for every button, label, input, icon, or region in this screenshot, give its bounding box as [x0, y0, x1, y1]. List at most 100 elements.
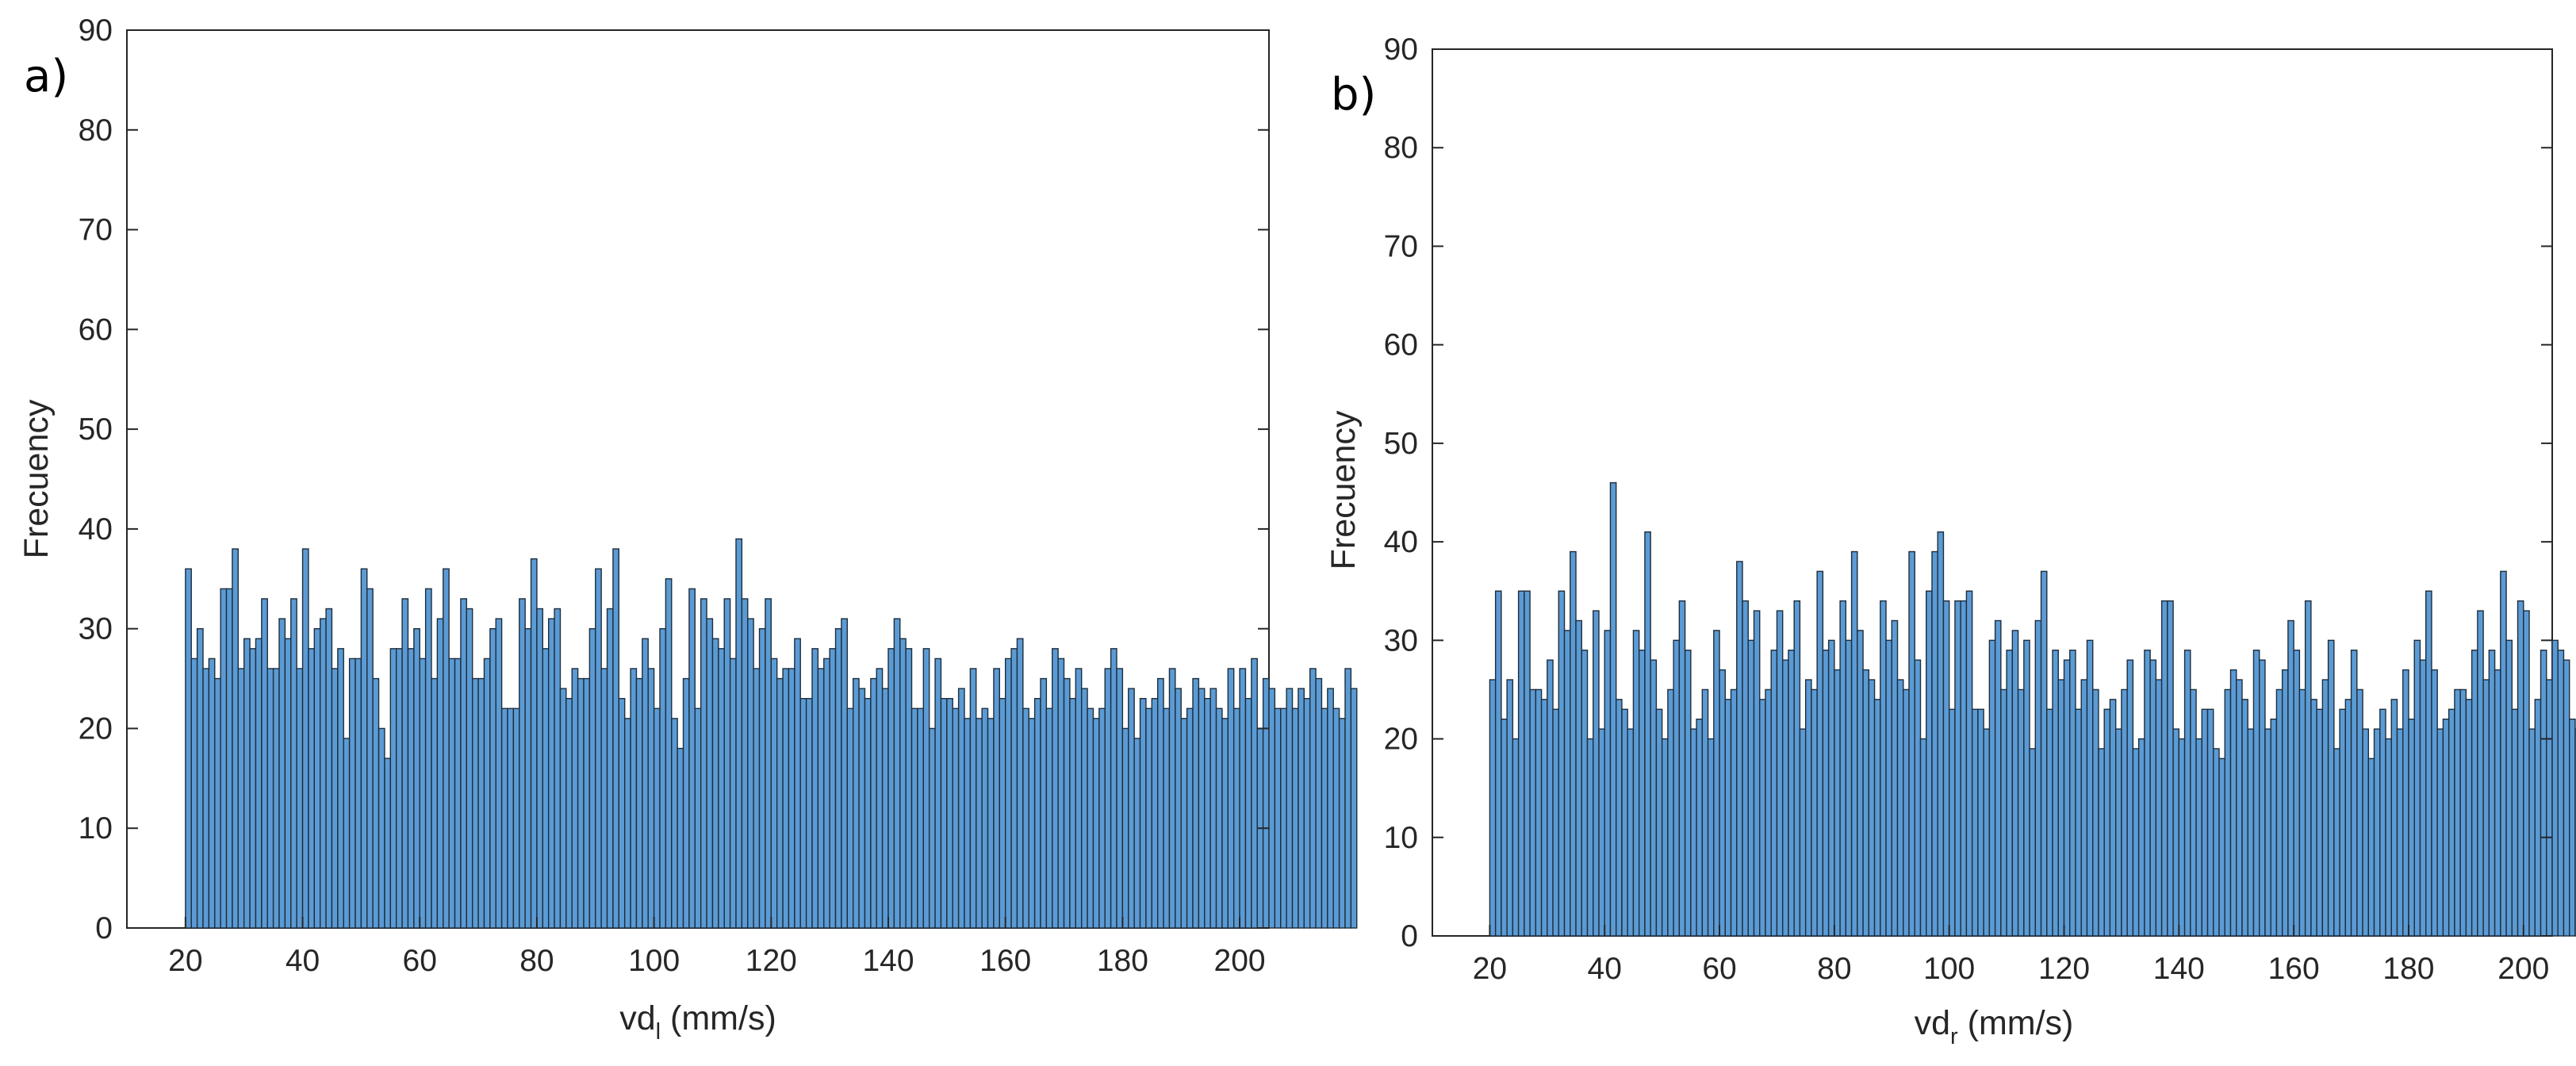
histogram-bar — [448, 658, 456, 929]
histogram-bar — [1251, 658, 1258, 929]
histogram-bar — [870, 677, 877, 929]
histogram-bar — [1954, 600, 1961, 937]
histogram-bar — [343, 738, 351, 929]
histogram-bar — [1575, 619, 1582, 937]
histogram-bar — [1133, 738, 1141, 929]
histogram-bar — [524, 627, 532, 929]
histogram-bar — [249, 648, 257, 929]
histogram-bar — [1834, 669, 1841, 937]
histogram-bar — [735, 538, 743, 929]
histogram-bar — [2477, 610, 2484, 937]
x-tick-label: 200 — [2497, 952, 2549, 986]
histogram-bar — [1092, 718, 1100, 929]
histogram-bar — [2471, 650, 2478, 937]
x-tick-label: 80 — [1817, 952, 1851, 986]
x-ticks-b: 20 40 60 80 100 120 140 160 180 200 — [1473, 925, 2549, 986]
histogram-bar — [2327, 639, 2335, 937]
y-axis-label-a: Frecuency — [17, 399, 56, 558]
histogram-bar — [1344, 668, 1352, 929]
histogram-bar — [565, 698, 573, 929]
histogram-bar — [1280, 707, 1287, 929]
histogram-bar — [1547, 659, 1554, 937]
histogram-bar — [1701, 688, 1709, 937]
histogram-bar — [2195, 738, 2203, 937]
histogram-bar — [1063, 677, 1071, 929]
histogram-bar — [671, 718, 678, 929]
histogram-bar — [2080, 679, 2088, 937]
histogram-bar — [1175, 688, 1182, 929]
y-tick-label: 20 — [1384, 723, 1418, 757]
histogram-bar — [337, 648, 344, 929]
x-axis-label-a: vdl (mm/s) — [619, 999, 776, 1045]
histogram-bar — [1868, 679, 1876, 937]
histogram-bar — [1291, 707, 1299, 929]
histogram-bar — [1873, 699, 1881, 937]
histogram-bar — [2000, 688, 2007, 937]
histogram-bar — [1616, 699, 1623, 937]
histogram-bar — [1232, 707, 1240, 929]
histogram-bar — [366, 588, 374, 929]
histogram-bar — [969, 668, 977, 929]
histogram-bar — [700, 598, 707, 929]
histogram-bar — [2259, 659, 2266, 937]
histogram-bar — [547, 618, 555, 929]
histogram-bar — [1552, 708, 1560, 937]
histogram-bar — [612, 548, 619, 929]
histogram-bar — [2362, 728, 2369, 937]
x-tick-label: 60 — [403, 944, 437, 978]
histogram-bar — [1942, 600, 1950, 937]
histogram-bar — [1977, 708, 1984, 937]
histogram-bar — [2442, 719, 2450, 937]
histogram-bar — [1116, 668, 1124, 929]
histogram-bar — [729, 658, 737, 929]
x-tick-label: 180 — [2382, 952, 2434, 986]
histogram-bar — [623, 718, 631, 929]
histogram-bar — [1198, 688, 1206, 929]
histogram-bar — [407, 648, 415, 929]
histogram-bar — [519, 598, 526, 929]
histogram-bar — [1960, 600, 1968, 937]
histogram-bar — [1563, 630, 1571, 937]
histogram-bar — [1667, 688, 1674, 937]
histogram-bar — [507, 707, 515, 929]
panel-label-b: b) — [1331, 69, 1376, 121]
y-tick-label: 80 — [1384, 131, 1418, 165]
histogram-bar — [2178, 738, 2186, 937]
histogram-bar — [876, 668, 884, 929]
histogram-bar — [2023, 639, 2030, 937]
histogram-bar — [2224, 688, 2232, 937]
histogram-bar — [542, 648, 550, 929]
histogram-bar — [2304, 600, 2312, 937]
histogram-bar — [665, 578, 673, 929]
histogram-bar — [378, 727, 385, 929]
histogram-bar — [431, 677, 439, 929]
histogram-bar — [1540, 699, 1548, 937]
histogram-bar — [1811, 688, 1818, 937]
y-tick-label: 80 — [79, 113, 113, 148]
histogram-bar — [1926, 590, 1933, 937]
histogram-bar — [2114, 728, 2122, 937]
histogram-bar — [483, 658, 491, 929]
histogram-bar — [829, 648, 837, 929]
histogram-bar — [1145, 707, 1153, 929]
bars-a — [185, 538, 1358, 929]
histogram-bar — [1028, 718, 1036, 929]
histogram-bar — [1736, 561, 1743, 937]
histogram-bar — [1793, 600, 1801, 937]
histogram-bar — [331, 668, 339, 929]
y-tick-label: 40 — [1384, 525, 1418, 559]
histogram-bar — [630, 668, 638, 929]
histogram-bar — [1788, 650, 1795, 937]
histogram-bar — [2086, 639, 2094, 937]
histogram-bar — [2006, 650, 2014, 937]
histogram-bar — [1040, 677, 1048, 929]
histogram-bar — [981, 707, 989, 929]
histogram-bar — [2046, 708, 2053, 937]
histogram-bar — [653, 707, 661, 929]
histogram-bar — [1033, 698, 1041, 929]
histogram-bar — [413, 627, 420, 929]
histogram-bar — [1776, 610, 1784, 937]
histogram-bar — [1598, 728, 1605, 937]
histogram-bar — [1845, 639, 1853, 937]
